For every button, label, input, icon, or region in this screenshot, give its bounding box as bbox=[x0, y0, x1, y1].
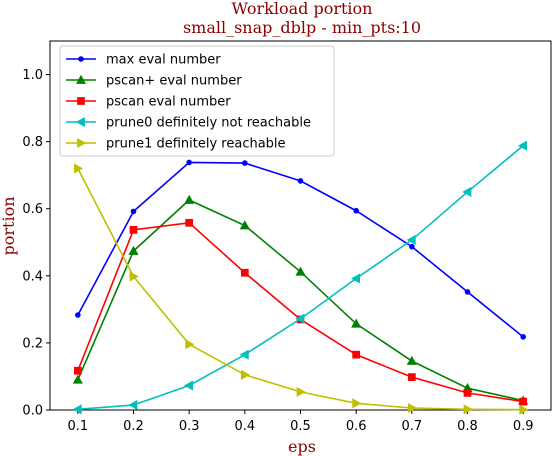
data-point bbox=[410, 244, 415, 249]
y-tick-label: 0.6 bbox=[22, 202, 43, 217]
data-point bbox=[241, 269, 248, 276]
legend-label: prune0 definitely not reachable bbox=[106, 116, 311, 131]
x-tick-label: 0.8 bbox=[457, 419, 478, 434]
data-point bbox=[243, 161, 248, 166]
legend-marker bbox=[79, 57, 84, 62]
legend-label: pscan+ eval number bbox=[106, 74, 242, 89]
x-tick-label: 0.9 bbox=[513, 419, 534, 434]
x-tick-label: 0.5 bbox=[290, 419, 311, 434]
data-point bbox=[131, 209, 136, 214]
legend-label: pscan eval number bbox=[106, 95, 231, 110]
data-point bbox=[521, 335, 526, 340]
x-tick-label: 0.1 bbox=[67, 419, 88, 434]
data-point bbox=[465, 290, 470, 295]
data-point bbox=[520, 398, 527, 405]
y-axis: 0.0 0.2 0.4 0.6 0.8 1.0 bbox=[22, 68, 50, 418]
y-tick-label: 0.2 bbox=[22, 336, 43, 351]
x-tick-label: 0.2 bbox=[123, 419, 144, 434]
chart-title: Workload portion bbox=[232, 0, 373, 18]
data-point bbox=[464, 390, 471, 397]
x-axis-label: eps bbox=[288, 437, 316, 456]
y-tick-label: 1.0 bbox=[22, 68, 43, 83]
data-point bbox=[353, 351, 360, 358]
data-point bbox=[130, 227, 137, 234]
data-point bbox=[74, 367, 81, 374]
legend-label: prune1 definitely reachable bbox=[106, 137, 286, 152]
y-tick-label: 0.4 bbox=[22, 269, 43, 284]
data-point bbox=[76, 313, 81, 318]
y-tick-label: 0.8 bbox=[22, 135, 43, 150]
x-tick-label: 0.4 bbox=[234, 419, 255, 434]
data-point bbox=[187, 160, 192, 165]
data-point bbox=[298, 179, 303, 184]
data-point bbox=[354, 208, 359, 213]
x-tick-label: 0.3 bbox=[179, 419, 200, 434]
legend: max eval number pscan+ eval number pscan e… bbox=[60, 46, 334, 156]
legend-label: max eval number bbox=[106, 53, 221, 68]
y-tick-label: 0.0 bbox=[22, 404, 43, 419]
x-tick-label: 0.7 bbox=[401, 419, 422, 434]
legend-marker bbox=[78, 98, 85, 105]
y-axis-label: portion bbox=[0, 196, 18, 255]
data-point bbox=[186, 219, 193, 226]
x-axis: 0.1 0.2 0.3 0.4 0.5 0.6 0.7 0.8 0.9 bbox=[67, 410, 533, 434]
chart-subtitle: small_snap_dblp - min_pts:10 bbox=[183, 18, 421, 37]
data-point bbox=[408, 374, 415, 381]
x-tick-label: 0.6 bbox=[346, 419, 367, 434]
